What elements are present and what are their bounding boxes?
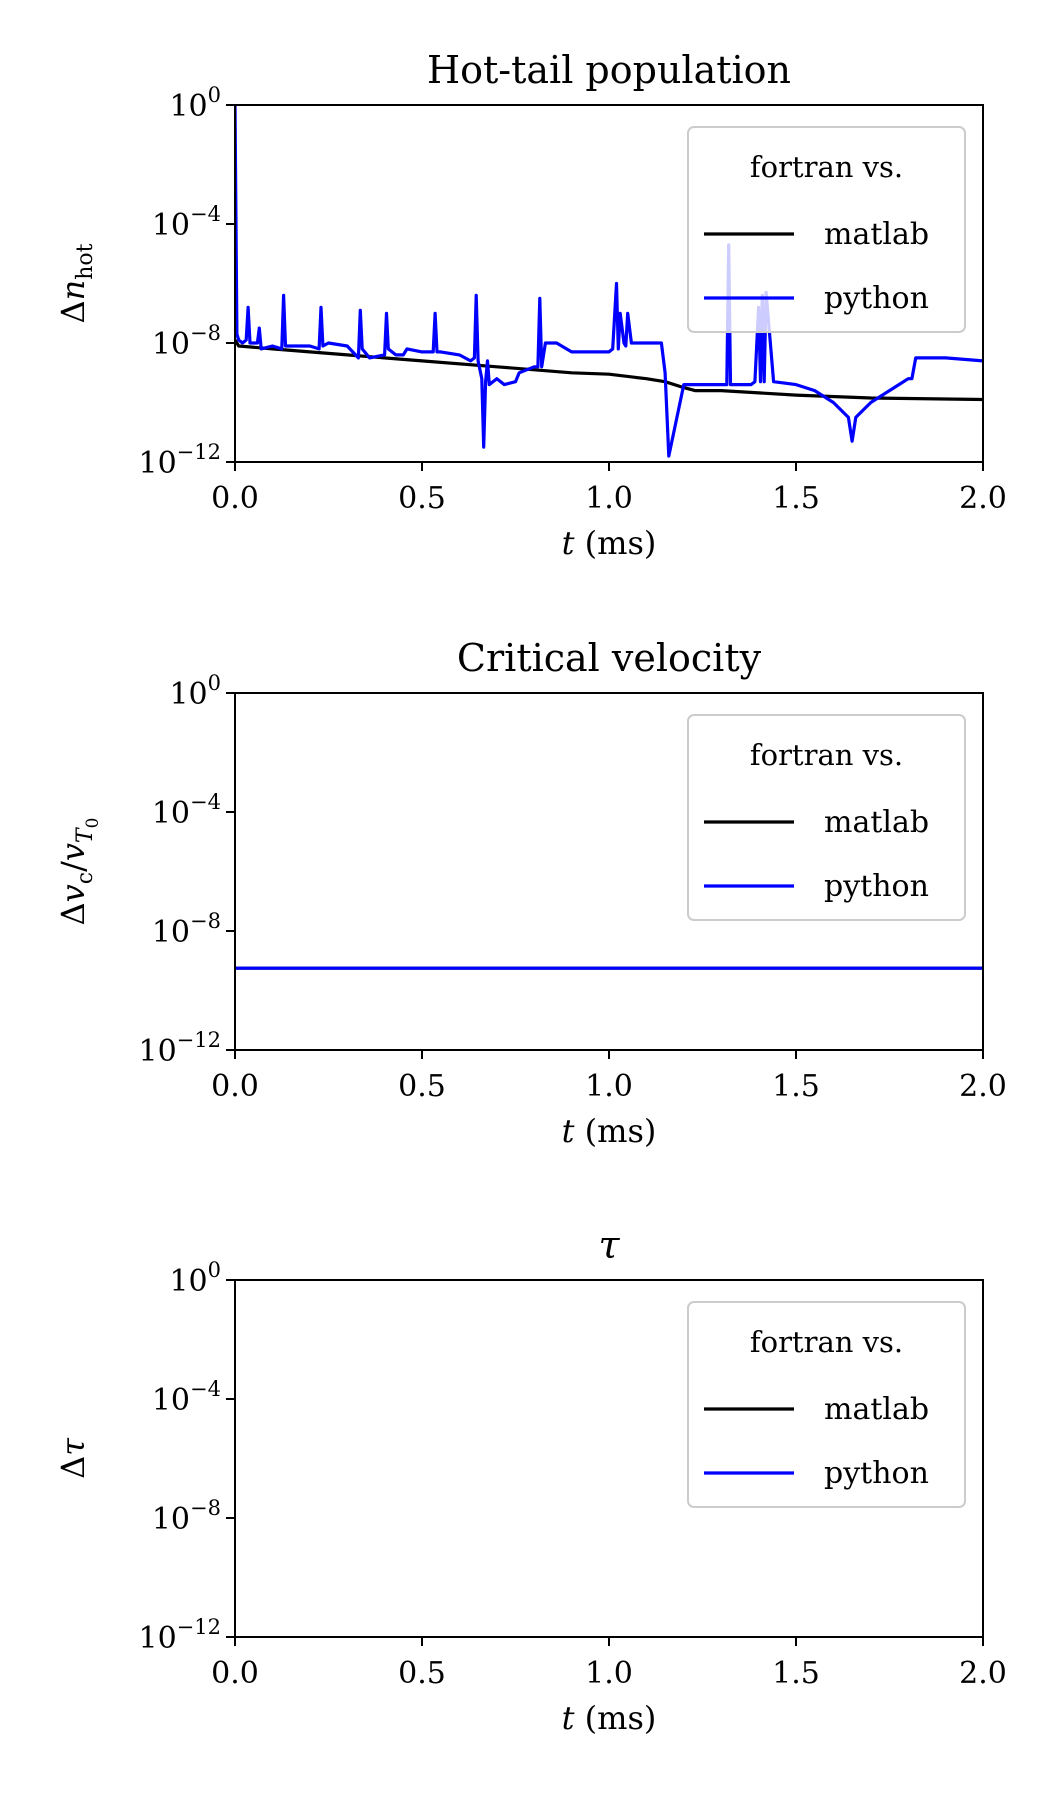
x-tick-label: 1.5 [772,481,820,516]
legend-label-python: python [824,281,929,316]
y-tick-label: 10−4 [152,790,221,831]
x-tick-label: 0.5 [398,481,446,516]
x-axis-label: t (ms) [562,1699,657,1737]
legend: fortran vs. matlab python [687,714,966,921]
y-tick-label: 10−8 [152,1496,221,1537]
legend-label-matlab: matlab [824,1392,929,1427]
legend-label-matlab: matlab [824,217,929,252]
panel-2: Critical velocity 0.0 0.5 1.0 1.5 2.0 100 10−4 1… [54,636,1007,1150]
y-tick-label: 10−4 [152,1377,221,1418]
x-axis-label: t (ms) [562,524,657,562]
legend-box [687,714,966,921]
series-line-matlab [235,339,983,402]
legend-title: fortran vs. [750,150,903,184]
chart-title: τ [598,1223,620,1267]
x-tick-label: 1.0 [585,481,633,516]
y-axis-label: Δnhot [54,243,98,323]
panel-1: Hot-tail population 0.0 0.5 1.0 1.5 2.0 100 10−… [54,48,1007,562]
y-tick-label: 10−4 [152,202,221,243]
x-tick-label: 1.5 [772,1069,820,1104]
y-tick-label: 100 [169,83,221,124]
x-axis-label: t (ms) [562,1112,657,1150]
x-tick-label: 0.0 [211,1656,259,1691]
x-tick-label: 1.0 [585,1069,633,1104]
y-tick-label: 100 [169,1258,221,1299]
x-tick-label: 2.0 [959,1069,1007,1104]
y-tick-label: 10−8 [152,909,221,950]
y-tick-label: 100 [169,671,221,712]
chart-title: Critical velocity [457,636,762,680]
y-tick-label: 10−12 [138,1615,221,1656]
legend-box [687,1301,966,1508]
x-tick-label: 2.0 [959,481,1007,516]
legend: fortran vs. matlab python [687,1301,966,1508]
x-tick-label: 0.5 [398,1656,446,1691]
x-tick-label: 0.0 [211,481,259,516]
y-tick-label: 10−8 [152,321,221,362]
legend-title: fortran vs. [750,738,903,772]
y-tick-label: 10−12 [138,1028,221,1069]
y-axis-label: Δτ [54,1437,92,1479]
legend-title: fortran vs. [750,1325,903,1359]
legend-label-python: python [824,1456,929,1491]
chart-title: Hot-tail population [427,48,791,92]
y-tick-label: 10−12 [138,440,221,481]
x-tick-label: 1.5 [772,1656,820,1691]
x-tick-label: 2.0 [959,1656,1007,1691]
series-line-python [235,105,983,458]
legend-label-matlab: matlab [824,805,929,840]
panel-3: τ 0.0 0.5 1.0 1.5 2.0 100 10−4 10−8 10−12 t (ms) Δτ… [54,1223,1007,1737]
x-tick-label: 0.0 [211,1069,259,1104]
legend: fortran vs. matlab python [687,126,966,333]
legend-box [687,126,966,333]
x-tick-label: 0.5 [398,1069,446,1104]
y-axis-label: Δvc/vT0 [54,818,103,926]
legend-label-python: python [824,869,929,904]
x-tick-label: 1.0 [585,1656,633,1691]
